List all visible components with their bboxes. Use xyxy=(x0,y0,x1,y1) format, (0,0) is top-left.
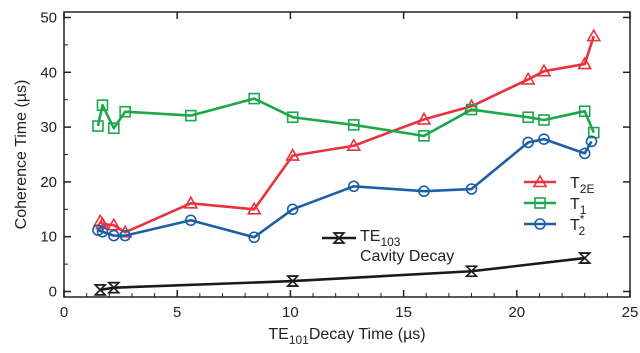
data-point-t2e xyxy=(577,56,593,70)
legend-label: T1 xyxy=(570,196,587,217)
data-point-t1 xyxy=(184,109,197,122)
data-point-t2e xyxy=(183,195,199,209)
x-axis-title-sub: 101 xyxy=(289,333,309,347)
data-point-t1 xyxy=(92,120,104,132)
legend-label-sub: 1 xyxy=(580,203,587,217)
series-t2e xyxy=(92,28,602,238)
data-point-t2e xyxy=(416,111,432,125)
data-point-t2star xyxy=(538,133,550,145)
y-axis-title: Coherence Time (µs) xyxy=(13,80,30,230)
legend-label-main: T xyxy=(570,217,580,234)
x-tick-label: 25 xyxy=(622,304,639,321)
data-point-t2star xyxy=(522,136,534,149)
data-point-t2star xyxy=(286,203,299,216)
data-point-t2e xyxy=(346,138,362,152)
data-point-te103 xyxy=(106,281,121,294)
data-point-t2star xyxy=(418,185,430,198)
legend-marker xyxy=(332,232,346,244)
series-line-t2e xyxy=(99,35,596,234)
y-tick-label: 40 xyxy=(40,64,57,81)
data-point-te103 xyxy=(93,284,108,296)
legend-label-sub: 103 xyxy=(380,235,400,249)
legend-label-main: T xyxy=(570,175,580,192)
data-point-te103 xyxy=(285,275,300,287)
data-point-t2star xyxy=(465,183,478,195)
x-tick-label: 0 xyxy=(60,304,68,321)
x-tick-label: 5 xyxy=(173,304,181,321)
legend-label: TE103 xyxy=(360,228,401,249)
y-tick-label: 50 xyxy=(40,9,57,26)
data-point-te103 xyxy=(464,265,479,278)
data-point-t1 xyxy=(248,92,260,105)
legend-label-sup: * xyxy=(580,212,585,226)
legend-entry-t2e: T2E xyxy=(524,174,594,196)
data-point-t2star xyxy=(96,225,109,238)
legend-entry-t1: T1 xyxy=(524,196,587,217)
series-t2star xyxy=(92,133,598,244)
legend-marker xyxy=(532,174,548,188)
data-point-t2e xyxy=(246,201,262,215)
x-axis-title-rest: Decay Time (µs) xyxy=(309,326,426,343)
data-point-t2e xyxy=(586,28,602,42)
legend-marker xyxy=(534,197,546,209)
data-point-t1 xyxy=(96,99,109,111)
legend-entry-t2star: T* 2 xyxy=(524,212,585,238)
series-layer xyxy=(92,28,602,296)
data-point-t1 xyxy=(286,111,299,124)
legend-label-main: TE xyxy=(360,228,380,245)
legend-label-sub: 2E xyxy=(580,182,595,196)
y-tick-label: 30 xyxy=(40,119,57,136)
data-point-t2star xyxy=(578,147,591,160)
data-point-t1 xyxy=(347,119,360,131)
data-point-t1 xyxy=(119,105,131,118)
series-line-t1 xyxy=(96,97,595,138)
series-line-te103 xyxy=(100,256,585,292)
data-point-t1 xyxy=(108,122,120,134)
data-point-t2e xyxy=(106,217,122,231)
data-point-t2star xyxy=(347,180,360,193)
data-point-t2e xyxy=(285,147,301,161)
x-tick-label: 20 xyxy=(508,304,525,321)
x-tick-label: 15 xyxy=(395,304,412,321)
x-tick-label: 10 xyxy=(282,304,299,321)
plot-frame xyxy=(63,11,631,298)
data-point-t2star xyxy=(184,214,197,227)
legend-marker xyxy=(534,218,546,230)
data-point-t2e xyxy=(520,71,536,85)
y-tick-label: 10 xyxy=(40,229,57,246)
y-tick-label: 0 xyxy=(49,284,57,301)
data-point-t2star xyxy=(248,231,260,244)
data-point-t1 xyxy=(578,105,591,118)
data-point-t1 xyxy=(522,111,534,124)
legend-label: T* 2 xyxy=(570,212,585,238)
x-axis-title: TE101Decay Time (µs) xyxy=(268,326,425,347)
legend-label-main: T xyxy=(570,196,580,213)
legend-label-sub: 2 xyxy=(578,224,585,238)
data-point-t2e xyxy=(536,63,552,77)
data-point-te103 xyxy=(577,252,592,264)
data-point-t1 xyxy=(465,103,478,116)
legend-label-line2: Cavity Decay xyxy=(360,248,454,265)
x-axis-title-main: TE xyxy=(268,326,288,343)
data-point-t2star xyxy=(108,229,120,242)
series-te103 xyxy=(93,252,592,296)
series-t1 xyxy=(92,92,600,142)
data-point-t1 xyxy=(538,114,550,126)
data-point-t2star xyxy=(119,229,131,242)
y-tick-label: 20 xyxy=(40,174,57,191)
series-line-t2star xyxy=(97,137,593,239)
data-point-t2star xyxy=(585,135,598,148)
data-point-t1 xyxy=(418,130,430,142)
legend-label: T2E xyxy=(570,175,594,196)
